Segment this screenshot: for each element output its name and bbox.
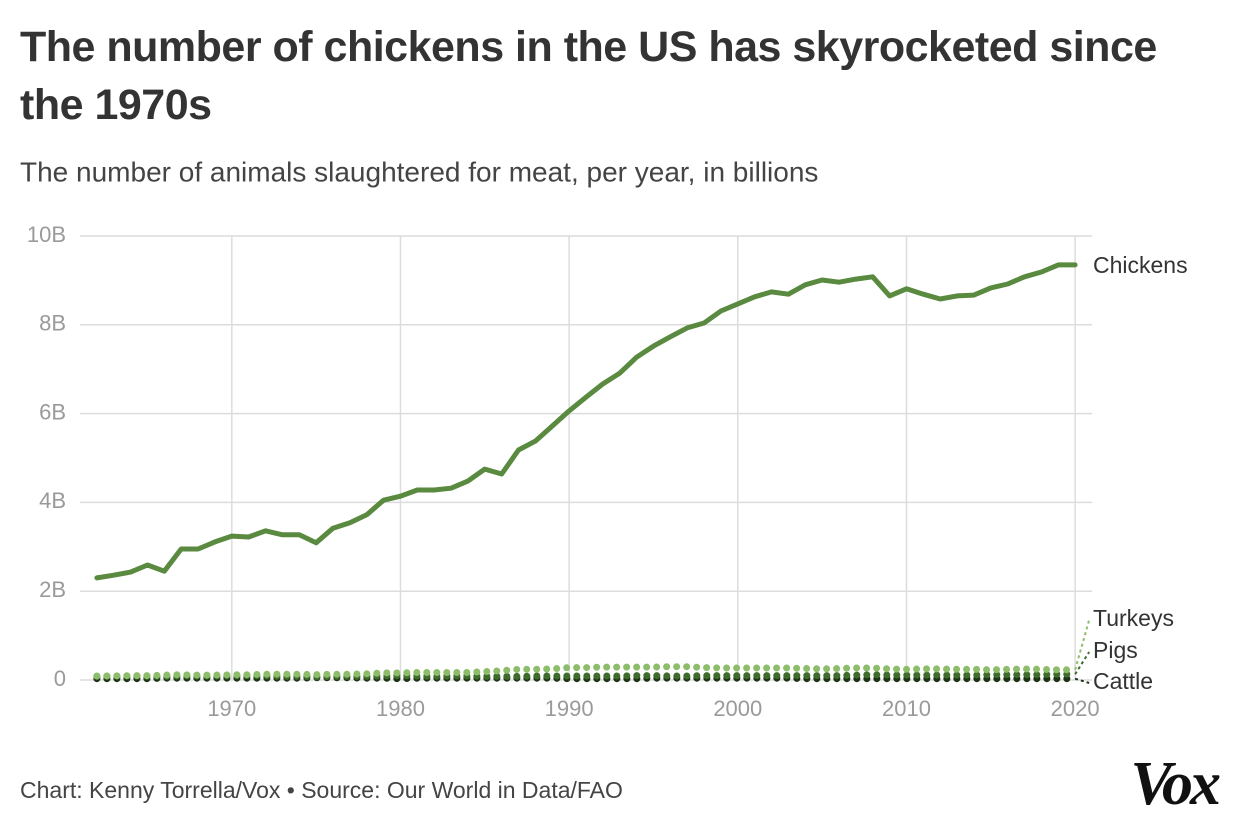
y-tick-label: 0 (54, 666, 66, 691)
y-tick-label: 6B (39, 399, 66, 424)
source-note: Chart: Kenny Torrella/Vox • Source: Our … (20, 777, 623, 803)
legend-label: Chickens (1093, 252, 1188, 278)
y-tick-label: 10B (27, 222, 66, 247)
legend-label: Pigs (1093, 637, 1138, 663)
y-tick-label: 4B (39, 488, 66, 513)
y-tick-label: 2B (39, 577, 66, 602)
series-line (93, 663, 1079, 680)
legend-label: Turkeys (1093, 605, 1174, 631)
y-tick-label: 8B (39, 311, 66, 336)
legend-label: Cattle (1093, 668, 1153, 694)
chart-subtitle: The number of animals slaughtered for me… (20, 156, 818, 187)
x-tick-label: 1970 (207, 696, 256, 721)
x-tick-label: 1980 (376, 696, 425, 721)
leader-line (1074, 619, 1091, 671)
leader-line (1074, 677, 1090, 684)
chart-title: The number of chickens in the US has sky… (20, 23, 1157, 129)
x-tick-label: 2000 (713, 696, 762, 721)
x-tick-label: 1990 (545, 696, 594, 721)
series-line (94, 262, 1078, 581)
x-tick-label: 2020 (1051, 696, 1100, 721)
logo: Vox (1131, 750, 1220, 818)
leader-line (1074, 651, 1090, 675)
x-tick-label: 2010 (882, 696, 931, 721)
